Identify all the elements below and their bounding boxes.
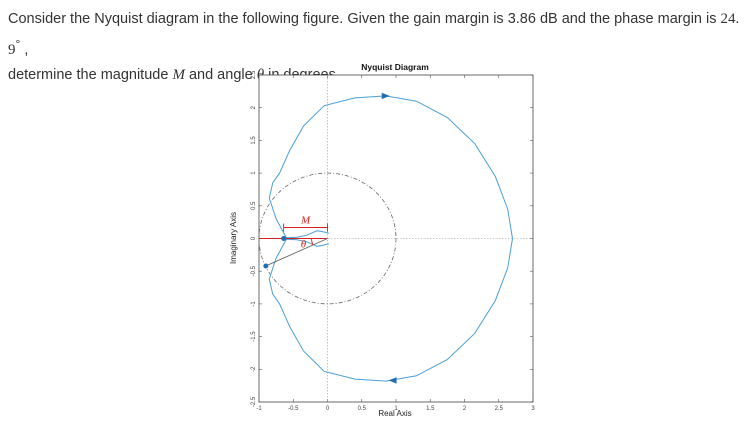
- magnitude-symbol: M: [172, 66, 185, 83]
- question-part1: Consider the Nyquist diagram in the foll…: [8, 11, 721, 27]
- y-tick-label-3: 1: [251, 171, 257, 175]
- x-tick-label-3: 0.5: [358, 406, 367, 412]
- degree-symbol: °: [15, 37, 21, 51]
- x-axis-label: Real Axis: [378, 409, 411, 418]
- nyquist-curve-lower: [268, 238, 513, 382]
- y-tick-label-1: 2: [251, 105, 257, 109]
- y-tick-label-5: 0: [251, 236, 257, 240]
- direction-arrow-upper: [381, 92, 390, 100]
- angle-label: θ: [301, 239, 307, 251]
- nyquist-figure: Nyquist Diagram 2.5 2 1.5 1 0.5 0 -0.5 -1 -1.5 -2…: [229, 62, 535, 418]
- question-part3: determine the magnitude: [8, 66, 173, 83]
- x-tick-label-4: 1: [394, 406, 398, 412]
- x-tick-label-1: -0.5: [288, 406, 299, 412]
- magnitude-label: M: [300, 215, 311, 227]
- x-tick-label-2: 0: [326, 406, 330, 412]
- chart-title: Nyquist Diagram: [361, 62, 429, 72]
- y-tick-label-10: -2.5: [251, 396, 257, 407]
- nyquist-curve-upper: [268, 95, 513, 239]
- y-tick-label-7: -1: [251, 301, 257, 307]
- y-tick-label-8: -1.5: [251, 331, 257, 342]
- x-tick-label-0: -1: [256, 406, 262, 412]
- question-part2: ,: [20, 41, 29, 58]
- y-tick-label-9: -2: [251, 366, 257, 372]
- phase-margin-value: 24. 9: [8, 11, 740, 58]
- phase-crossover-marker: [263, 263, 269, 269]
- y-axis-label: Imaginary Axis: [229, 212, 238, 264]
- y-tick-label-2: 1.5: [251, 136, 257, 145]
- direction-arrow-lower: [388, 377, 397, 384]
- gain-crossover-marker: [281, 236, 287, 241]
- y-axis-ticks: 2.5 2 1.5 1 0.5 0 -0.5 -1 -1.5 -2 -2.5: [251, 70, 533, 407]
- phase-angle-arc: [311, 238, 314, 246]
- x-tick-label-6: 2: [463, 406, 467, 412]
- question-part4: and angle: [184, 66, 257, 83]
- y-tick-label-6: -0.5: [251, 265, 257, 276]
- x-tick-label-7: 2.5: [495, 406, 504, 412]
- x-tick-label-8: 3: [531, 406, 535, 412]
- y-tick-label-4: 0.5: [251, 201, 257, 210]
- phase-margin-ray: [265, 238, 328, 267]
- y-tick-label-0: 2.5: [251, 70, 257, 79]
- x-tick-label-5: 1.5: [426, 406, 435, 412]
